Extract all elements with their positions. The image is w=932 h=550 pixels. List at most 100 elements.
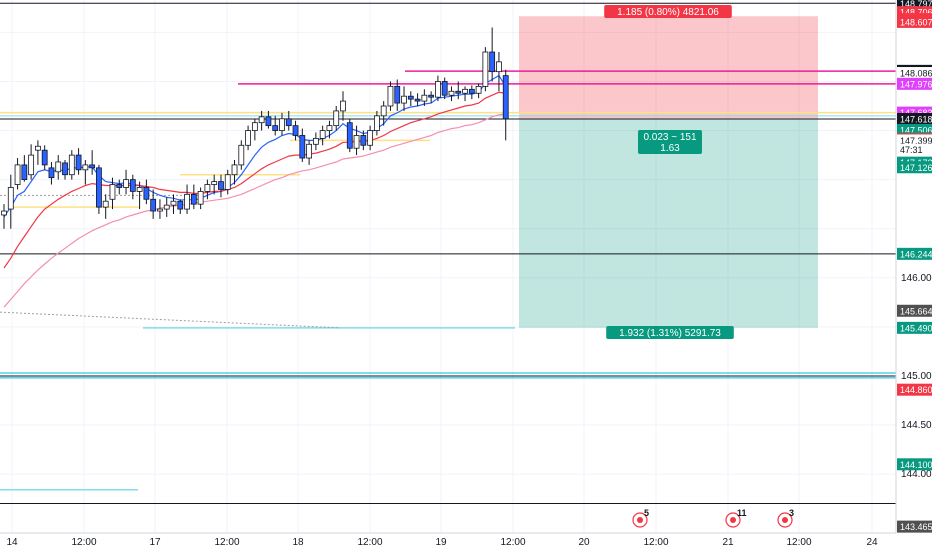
candle[interactable] [28, 144, 35, 180]
candle[interactable] [82, 159, 89, 185]
event-marker[interactable]: 5 [632, 508, 649, 528]
candle[interactable] [123, 169, 129, 195]
candle-body [123, 179, 129, 188]
candle[interactable] [340, 91, 346, 121]
candle[interactable] [41, 145, 48, 170]
price-label-bg [897, 67, 932, 80]
candle[interactable] [326, 120, 333, 139]
candle[interactable] [306, 140, 313, 165]
candle[interactable] [367, 125, 374, 151]
candles-layer[interactable] [1, 27, 509, 229]
candle[interactable] [414, 93, 421, 107]
candle[interactable] [299, 128, 306, 162]
candle[interactable] [333, 106, 340, 131]
candle[interactable] [292, 120, 299, 141]
time-tick-label: 24 [866, 537, 878, 548]
risk-reward-bg [638, 130, 702, 154]
candle[interactable] [455, 81, 462, 100]
price-label-bg [897, 247, 932, 260]
candle[interactable] [238, 140, 245, 170]
candle[interactable] [170, 194, 177, 214]
candle[interactable] [102, 194, 109, 219]
event-marker[interactable]: 11 [725, 508, 747, 528]
candle-body [407, 95, 414, 100]
candle[interactable] [360, 130, 367, 151]
price-label-bg [897, 520, 932, 533]
candle-body [312, 138, 319, 145]
horizontal-lines[interactable] [0, 2, 896, 505]
candle[interactable] [218, 174, 224, 198]
candle[interactable] [272, 115, 279, 136]
candle[interactable] [421, 89, 428, 107]
time-axis[interactable]: 14 12:00 17 12:00 18 12:00 19 12:00 20 12:00 21 12:… [0, 532, 932, 550]
candle[interactable] [475, 83, 482, 99]
candle[interactable] [502, 69, 509, 141]
candle[interactable] [468, 85, 475, 100]
candle[interactable] [7, 174, 14, 229]
candle[interactable] [184, 184, 190, 214]
candle[interactable] [55, 155, 62, 180]
candle[interactable] [394, 79, 401, 111]
target-label-bg [604, 5, 732, 18]
candle[interactable] [197, 187, 204, 210]
candle[interactable] [353, 125, 360, 156]
candle[interactable] [163, 197, 170, 217]
candle[interactable] [231, 159, 238, 185]
candle[interactable] [258, 110, 265, 131]
candle[interactable] [14, 158, 21, 190]
candle[interactable] [75, 148, 82, 175]
candle[interactable] [109, 177, 116, 210]
candle[interactable] [157, 199, 163, 219]
candle-body [319, 130, 326, 139]
candle[interactable] [224, 169, 231, 195]
dashed-projection-line[interactable] [0, 311, 341, 329]
candle[interactable] [407, 91, 414, 107]
candle[interactable] [387, 81, 394, 111]
candle[interactable] [401, 86, 407, 111]
candle[interactable] [428, 91, 435, 104]
candle[interactable] [62, 159, 68, 180]
candle[interactable] [251, 118, 258, 141]
candle[interactable] [285, 110, 292, 131]
candle[interactable] [448, 86, 455, 102]
candle[interactable] [96, 164, 102, 214]
position-tool[interactable] [519, 16, 818, 328]
candle[interactable] [204, 179, 211, 200]
candle[interactable] [482, 47, 489, 92]
candle[interactable] [373, 110, 380, 136]
candle[interactable] [129, 174, 136, 200]
candle[interactable] [48, 161, 55, 185]
candle[interactable] [489, 27, 496, 82]
candle[interactable] [1, 204, 7, 229]
candle[interactable] [177, 199, 184, 214]
candle[interactable] [136, 181, 143, 210]
candle[interactable] [211, 174, 218, 195]
candle[interactable] [143, 179, 150, 205]
take-profit-zone[interactable] [519, 16, 818, 119]
candle[interactable] [312, 132, 319, 151]
candle[interactable] [35, 140, 41, 165]
candle[interactable] [89, 150, 96, 175]
candle-body [129, 179, 136, 192]
candle[interactable] [68, 150, 75, 180]
candle[interactable] [245, 125, 251, 151]
candle[interactable] [496, 52, 502, 92]
price-axis[interactable]: 144.000 144.500 145.000 146.000 148.797148.7… [895, 0, 932, 533]
candle[interactable] [380, 101, 387, 126]
candle[interactable] [462, 86, 468, 102]
event-marker[interactable]: 3 [777, 508, 794, 528]
candle[interactable] [441, 77, 448, 100]
candle[interactable] [279, 112, 285, 136]
candle[interactable] [150, 189, 157, 219]
candle-body [258, 116, 265, 124]
candle[interactable] [265, 110, 272, 129]
candle[interactable] [116, 179, 123, 195]
candle[interactable] [190, 184, 197, 210]
candle[interactable] [346, 118, 353, 153]
candle[interactable] [319, 125, 326, 146]
economic-events[interactable]: 5 11 3 [632, 508, 794, 528]
candle[interactable] [435, 75, 441, 102]
candle[interactable] [21, 155, 28, 182]
